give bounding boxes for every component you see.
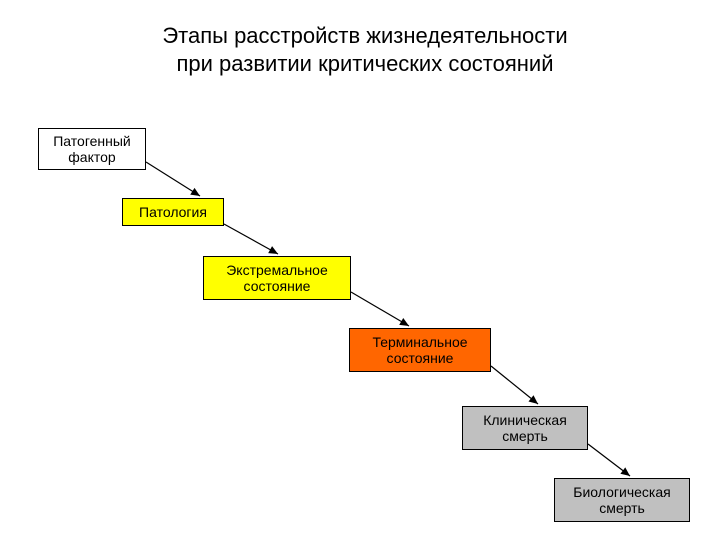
flow-arrow-1 xyxy=(140,156,206,202)
flow-arrow-4 xyxy=(485,360,544,410)
flow-node-n1: Патогенныйфактор xyxy=(38,128,146,170)
flow-node-n6: Биологическаясмерть xyxy=(554,478,690,522)
flow-node-label: Терминальноесостояние xyxy=(372,334,467,366)
diagram-canvas: Этапы расстройств жизнедеятельностипри р… xyxy=(0,0,720,540)
flow-node-n5: Клиническаясмерть xyxy=(462,406,588,450)
flow-node-n3: Экстремальноесостояние xyxy=(203,256,351,300)
flow-node-label: Клиническаясмерть xyxy=(483,412,567,444)
flow-node-label: Экстремальноесостояние xyxy=(226,262,328,294)
flow-node-n4: Терминальноесостояние xyxy=(349,328,491,372)
title-line-2: при развитии критических состояний xyxy=(130,50,600,78)
title-line-1: Этапы расстройств жизнедеятельности xyxy=(130,22,600,50)
flow-node-n2: Патология xyxy=(122,198,224,226)
flow-arrow-5 xyxy=(582,438,636,482)
flow-arrow-3 xyxy=(345,286,415,332)
flow-node-label: Патология xyxy=(139,204,207,220)
flow-node-label: Биологическаясмерть xyxy=(573,484,670,516)
flow-node-label: Патогенныйфактор xyxy=(53,133,131,165)
page-title: Этапы расстройств жизнедеятельностипри р… xyxy=(130,22,600,77)
flow-arrow-2 xyxy=(218,218,284,260)
